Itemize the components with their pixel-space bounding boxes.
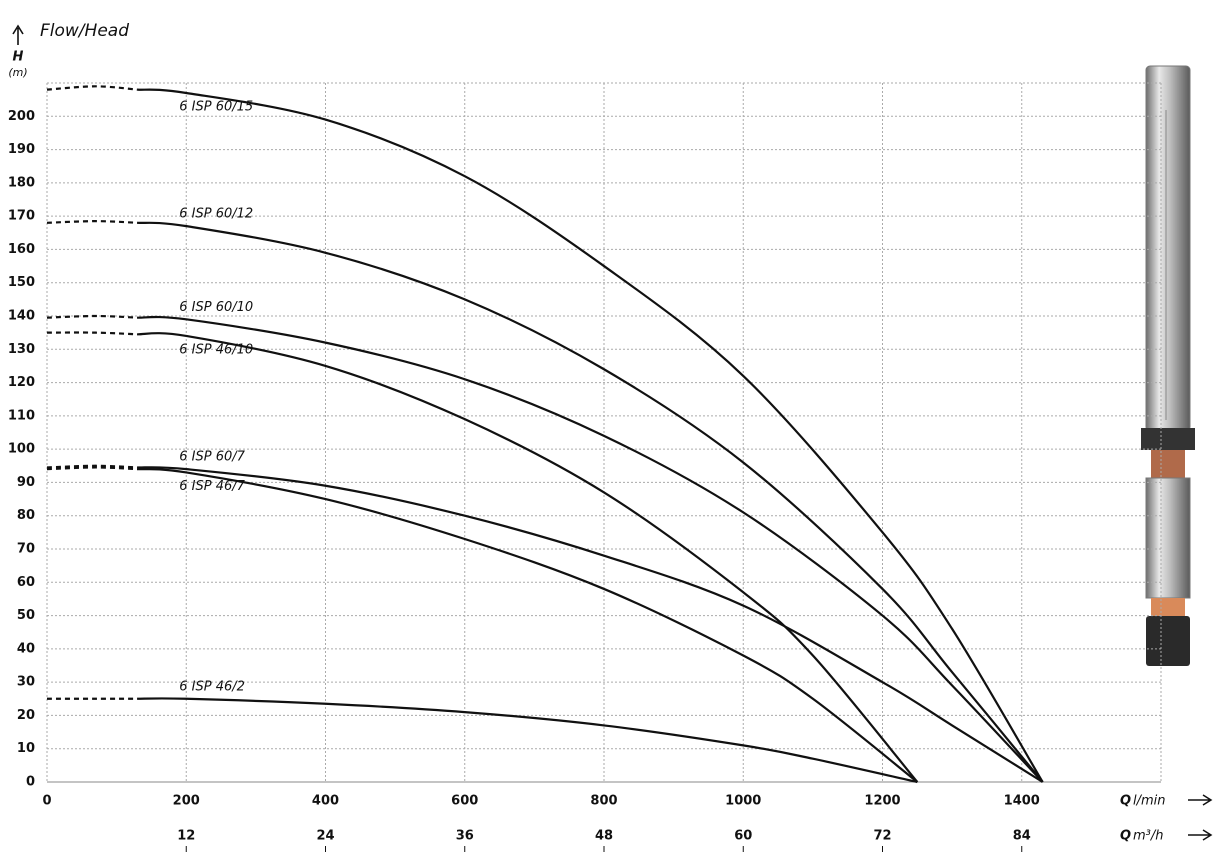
y-arrow <box>12 24 24 45</box>
y-tick-label: 170 <box>8 209 35 224</box>
y-tick-label: 190 <box>8 142 35 157</box>
x-tick-label: 0 <box>42 794 51 809</box>
y-tick-label: 130 <box>8 342 35 357</box>
curve-dashed <box>46 464 138 469</box>
pump-image <box>1141 65 1195 666</box>
y-tick-label: 40 <box>17 641 35 656</box>
x2-tick-label: 48 <box>595 829 613 844</box>
series-label: 6 ISP 46/10 <box>179 342 253 357</box>
y-tick-label: 10 <box>17 741 35 756</box>
y-tick-label: 180 <box>8 175 35 190</box>
x-tick-label: 1000 <box>725 794 761 809</box>
x-label-unit: l/min <box>1133 794 1166 809</box>
x-tick-label: 1400 <box>1004 794 1040 809</box>
series-label: 6 ISP 60/12 <box>179 207 253 222</box>
x-tick-label: 1200 <box>864 794 900 809</box>
curve-dashed <box>46 220 138 224</box>
x2-tick-label: 72 <box>873 829 891 844</box>
series-label: 6 ISP 60/15 <box>179 99 253 114</box>
y-tick-label: 100 <box>8 442 35 457</box>
x2-tick-label: 36 <box>456 829 474 844</box>
y-tick-label: 0 <box>26 775 35 790</box>
series-label: 6 ISP 46/7 <box>179 479 245 494</box>
y-tick-label: 90 <box>17 475 35 490</box>
x2-tick-label: 12 <box>177 829 195 844</box>
y-tick-label: 80 <box>17 508 35 523</box>
y-tick-label: 160 <box>8 242 35 257</box>
x2-label-unit: m³/h <box>1133 829 1164 844</box>
y-label: H <box>13 50 24 65</box>
curve <box>137 315 1044 783</box>
y-tick-label: 200 <box>8 109 35 124</box>
y-unit: (m) <box>8 66 27 79</box>
curve-dashed <box>46 331 138 336</box>
curve-dashed <box>46 85 138 91</box>
curve <box>137 88 1044 783</box>
chart-title: Flow/Head <box>40 21 129 41</box>
x-tick-label: 800 <box>590 794 617 809</box>
x2-tick-label: 24 <box>316 829 334 844</box>
curve-dashed <box>46 466 138 471</box>
x2-label-symbol: Q <box>1120 829 1131 844</box>
series-label: 6 ISP 60/7 <box>179 450 245 465</box>
x2-tick-label: 84 <box>1013 829 1031 844</box>
y-tick-label: 110 <box>8 408 35 423</box>
y-tick-label: 150 <box>8 275 35 290</box>
x-tick-label: 400 <box>312 794 339 809</box>
x-arrows <box>1188 794 1213 841</box>
y-tick-label: 20 <box>17 708 35 723</box>
x2-tick-label: 60 <box>734 829 752 844</box>
curve-dashed <box>46 314 138 319</box>
y-tick-label: 30 <box>17 675 35 690</box>
curve <box>137 467 918 783</box>
y-tick-label: 60 <box>17 575 35 590</box>
curve <box>137 466 1044 783</box>
curve <box>137 221 1044 783</box>
y-tick-label: 140 <box>8 309 35 324</box>
series-label: 6 ISP 60/10 <box>179 300 253 315</box>
y-tick-label: 70 <box>17 542 35 557</box>
y-tick-label: 120 <box>8 375 35 390</box>
curve <box>137 697 918 784</box>
curve <box>137 332 919 783</box>
series-label: 6 ISP 46/2 <box>179 679 245 694</box>
x-tick-label: 200 <box>173 794 200 809</box>
x-label-symbol: Q <box>1120 794 1131 809</box>
y-tick-label: 50 <box>17 608 35 623</box>
x-tick-label: 600 <box>451 794 478 809</box>
